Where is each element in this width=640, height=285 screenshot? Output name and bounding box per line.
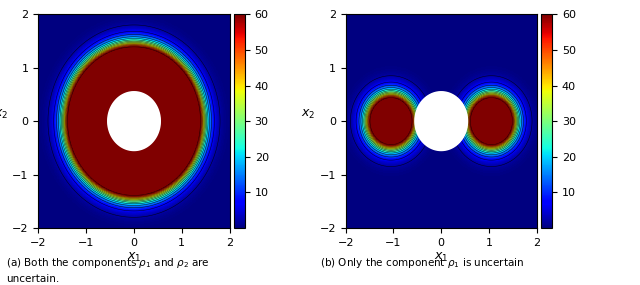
Y-axis label: $x_2$: $x_2$ <box>0 108 8 121</box>
X-axis label: $x_1$: $x_1$ <box>434 251 449 264</box>
Polygon shape <box>108 92 160 150</box>
Y-axis label: $x_2$: $x_2$ <box>301 108 316 121</box>
Text: uncertain.: uncertain. <box>6 274 60 284</box>
Text: (a) Both the components $\rho_1$ and $\rho_2$ are: (a) Both the components $\rho_1$ and $\r… <box>6 256 210 270</box>
Polygon shape <box>415 92 467 150</box>
Text: (b) Only the component $\rho_1$ is uncertain: (b) Only the component $\rho_1$ is uncer… <box>320 256 524 270</box>
X-axis label: $x_1$: $x_1$ <box>127 251 141 264</box>
